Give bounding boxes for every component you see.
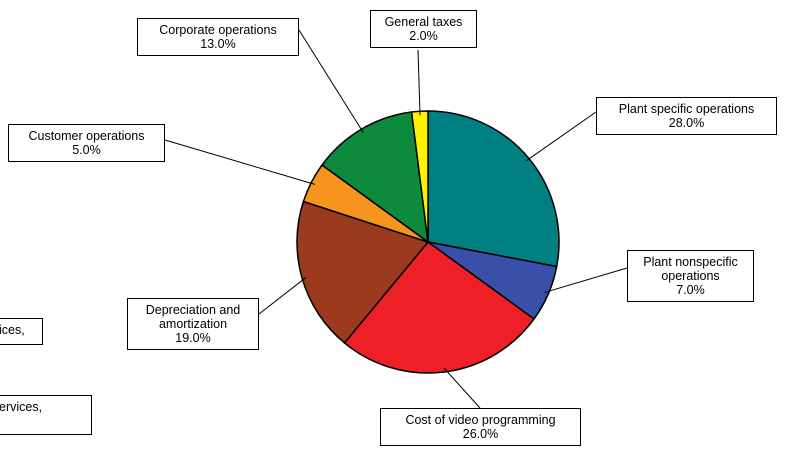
leader-line (164, 139, 315, 185)
category-name: Depreciation and amortization (145, 303, 241, 331)
annotation: ices, (0, 318, 43, 345)
pie-slice (427, 110, 560, 268)
category-name: General taxes (384, 15, 463, 29)
annotation: ervices, (0, 395, 92, 435)
category-name: Corporate operations (159, 23, 277, 37)
leader-line (443, 367, 481, 409)
category-name: Cost of video programming (405, 413, 556, 427)
percent-label: 5.0% (72, 143, 101, 157)
pie-slice (343, 240, 536, 374)
slice-label: Plant nonspecific operations 7.0% (627, 250, 754, 302)
leader-line (417, 49, 421, 116)
category-name: Plant specific operations (618, 102, 755, 116)
percent-label: 28.0% (668, 116, 705, 130)
slice-label: Corporate operations 13.0% (137, 18, 299, 56)
slice-label: Cost of video programming 26.0% (380, 408, 581, 446)
leader-line (298, 29, 364, 133)
leader-line (258, 277, 307, 315)
category-name: Customer operations (28, 129, 145, 143)
slice-label: Customer operations 5.0% (8, 124, 165, 162)
leader-line (525, 111, 597, 162)
leader-line (544, 267, 628, 293)
percent-label: 26.0% (462, 427, 499, 441)
pie-slice (296, 200, 430, 344)
percent-label: 7.0% (676, 283, 705, 297)
percent-label: 13.0% (200, 37, 236, 51)
category-name: Plant nonspecific operations (643, 255, 738, 283)
percent-label: 2.0% (409, 29, 438, 43)
percent-label: 19.0% (175, 331, 211, 345)
slice-label: Plant specific operations 28.0% (596, 97, 777, 135)
slice-label: General taxes 2.0% (370, 10, 477, 48)
slice-label: Depreciation and amortization 19.0% (127, 298, 259, 350)
